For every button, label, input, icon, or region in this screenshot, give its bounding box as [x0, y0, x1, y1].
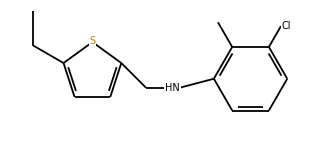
Text: HN: HN: [165, 83, 180, 93]
Text: S: S: [89, 36, 96, 46]
Text: Cl: Cl: [281, 21, 291, 31]
